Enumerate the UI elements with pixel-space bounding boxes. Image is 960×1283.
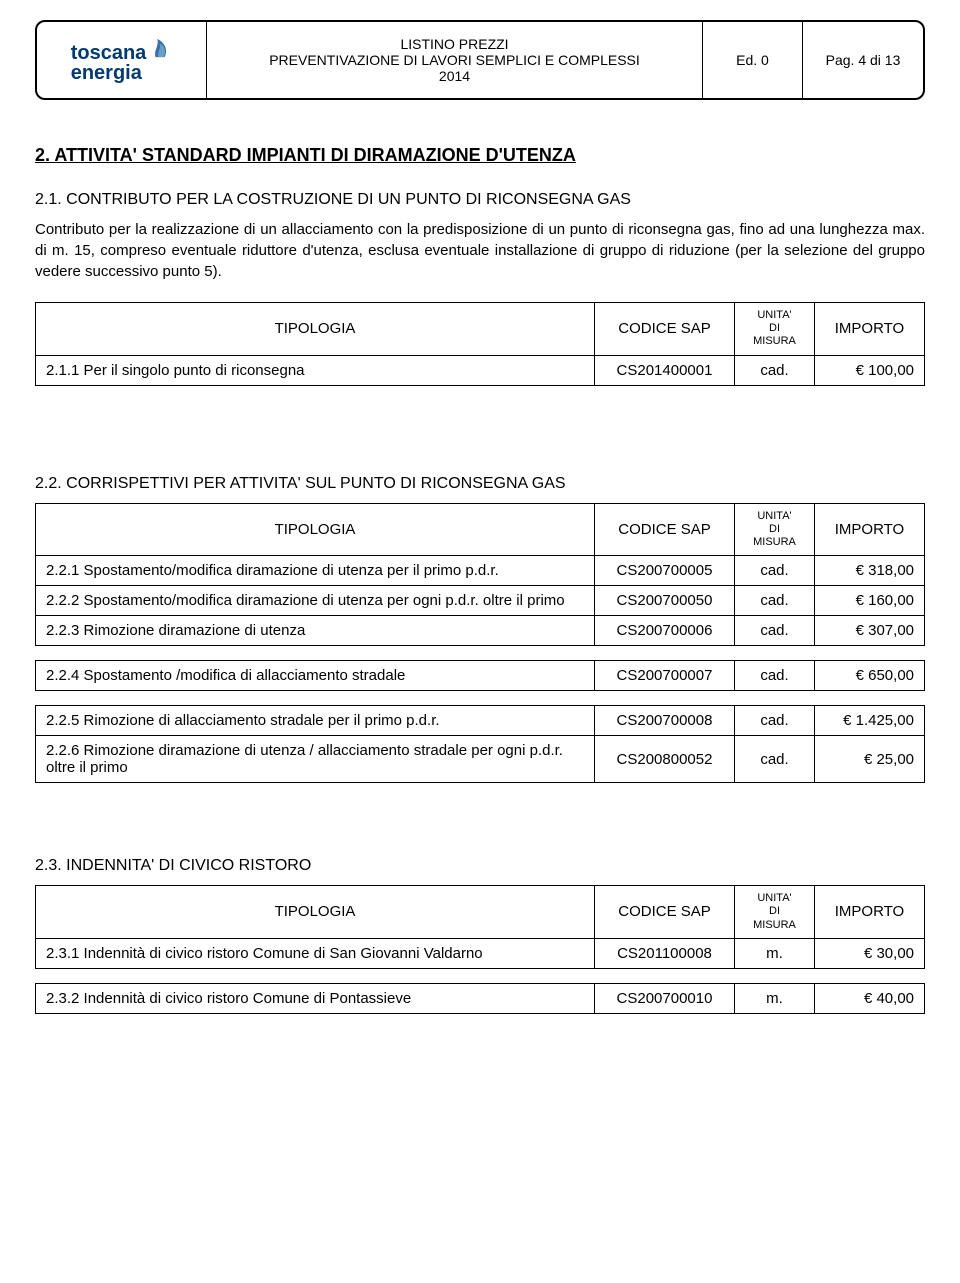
col-importo: IMPORTO [815,303,925,356]
logo-cell: toscana energia [37,22,207,98]
col-unita: UNITA' DI MISURA [735,303,815,356]
cell-code: CS200700007 [595,661,735,691]
header-page: Pag. 4 di 13 [803,22,923,98]
cell-unit: cad. [735,706,815,736]
table-row: 2.2.6 Rimozione diramazione di utenza / … [36,736,925,783]
logo-text-top: toscana [71,43,147,63]
unita-l2: DI [769,322,780,334]
cell-amount: € 25,00 [815,736,925,783]
col-importo: IMPORTO [815,503,925,556]
cell-code: CS200800052 [595,736,735,783]
cell-desc: 2.1.1 Per il singolo punto di riconsegna [36,355,595,385]
table-row: 2.2.5 Rimozione di allacciamento stradal… [36,706,925,736]
table-row: 2.3.1 Indennità di civico ristoro Comune… [36,938,925,968]
unita-l3: MISURA [753,335,796,347]
unita-l1: UNITA' [757,510,791,522]
cell-amount: € 650,00 [815,661,925,691]
col-unita: UNITA' DI MISURA [735,886,815,939]
col-codice: CODICE SAP [595,503,735,556]
cell-unit: cad. [735,736,815,783]
header-title-cell: LISTINO PREZZI PREVENTIVAZIONE DI LAVORI… [207,22,703,98]
cell-amount: € 307,00 [815,616,925,646]
col-tipologia: TIPOLOGIA [36,886,595,939]
unita-l1: UNITA' [757,309,791,321]
table-header-row: TIPOLOGIA CODICE SAP UNITA' DI MISURA IM… [36,303,925,356]
table-row: 2.2.4 Spostamento /modifica di allacciam… [36,661,925,691]
flame-icon [150,37,172,63]
col-codice: CODICE SAP [595,886,735,939]
col-tipologia: TIPOLOGIA [36,303,595,356]
table-row: 2.3.2 Indennità di civico ristoro Comune… [36,983,925,1013]
cell-code: CS201100008 [595,938,735,968]
table-2-2a: TIPOLOGIA CODICE SAP UNITA' DI MISURA IM… [35,503,925,647]
section-2-2-heading: 2.2. CORRISPETTIVI PER ATTIVITA' SUL PUN… [35,475,925,493]
cell-desc: 2.3.1 Indennità di civico ristoro Comune… [36,938,595,968]
section-2-1-paragraph: Contributo per la realizzazione di un al… [35,219,925,282]
table-2-3a: TIPOLOGIA CODICE SAP UNITA' DI MISURA IM… [35,885,925,969]
cell-code: CS201400001 [595,355,735,385]
col-unita: UNITA' DI MISURA [735,503,815,556]
cell-amount: € 40,00 [815,983,925,1013]
col-importo: IMPORTO [815,886,925,939]
unita-l2: DI [769,905,780,917]
cell-amount: € 30,00 [815,938,925,968]
unita-l1: UNITA' [757,892,791,904]
cell-unit: m. [735,938,815,968]
header-title-line1: LISTINO PREZZI [400,36,508,52]
logo: toscana energia [71,37,173,83]
table-row: 2.2.3 Rimozione diramazione di utenza CS… [36,616,925,646]
table-row: 2.2.2 Spostamento/modifica diramazione d… [36,586,925,616]
header-edition: Ed. 0 [703,22,803,98]
cell-desc: 2.2.5 Rimozione di allacciamento stradal… [36,706,595,736]
unita-l3: MISURA [753,536,796,548]
cell-code: CS200700010 [595,983,735,1013]
cell-desc: 2.2.1 Spostamento/modifica diramazione d… [36,556,595,586]
table-2-3b: 2.3.2 Indennità di civico ristoro Comune… [35,983,925,1014]
table-2-1: TIPOLOGIA CODICE SAP UNITA' DI MISURA IM… [35,302,925,386]
unita-l3: MISURA [753,919,796,931]
section-2-1-heading: 2.1. CONTRIBUTO PER LA COSTRUZIONE DI UN… [35,191,925,209]
cell-amount: € 318,00 [815,556,925,586]
cell-unit: cad. [735,661,815,691]
cell-unit: cad. [735,586,815,616]
cell-amount: € 1.425,00 [815,706,925,736]
cell-desc: 2.2.2 Spostamento/modifica diramazione d… [36,586,595,616]
table-2-2c: 2.2.5 Rimozione di allacciamento stradal… [35,705,925,783]
cell-amount: € 100,00 [815,355,925,385]
cell-desc: 2.3.2 Indennità di civico ristoro Comune… [36,983,595,1013]
section-2-heading: 2. ATTIVITA' STANDARD IMPIANTI DI DIRAMA… [35,145,925,166]
header-title-line2: PREVENTIVAZIONE DI LAVORI SEMPLICI E COM… [269,52,640,68]
header-title-line3: 2014 [439,68,470,84]
cell-unit: cad. [735,355,815,385]
cell-unit: cad. [735,616,815,646]
cell-amount: € 160,00 [815,586,925,616]
cell-unit: cad. [735,556,815,586]
col-tipologia: TIPOLOGIA [36,503,595,556]
cell-code: CS200700008 [595,706,735,736]
document-header: toscana energia LISTINO PREZZI PREVENTIV… [35,20,925,100]
unita-l2: DI [769,523,780,535]
cell-desc: 2.2.3 Rimozione diramazione di utenza [36,616,595,646]
table-row: 2.2.1 Spostamento/modifica diramazione d… [36,556,925,586]
cell-desc: 2.2.6 Rimozione diramazione di utenza / … [36,736,595,783]
col-codice: CODICE SAP [595,303,735,356]
table-header-row: TIPOLOGIA CODICE SAP UNITA' DI MISURA IM… [36,503,925,556]
cell-code: CS200700050 [595,586,735,616]
section-2-3-heading: 2.3. INDENNITA' DI CIVICO RISTORO [35,857,925,875]
logo-text-bottom: energia [71,63,142,83]
table-2-2b: 2.2.4 Spostamento /modifica di allacciam… [35,660,925,691]
cell-desc: 2.2.4 Spostamento /modifica di allacciam… [36,661,595,691]
cell-code: CS200700006 [595,616,735,646]
cell-unit: m. [735,983,815,1013]
cell-code: CS200700005 [595,556,735,586]
table-header-row: TIPOLOGIA CODICE SAP UNITA' DI MISURA IM… [36,886,925,939]
table-row: 2.1.1 Per il singolo punto di riconsegna… [36,355,925,385]
